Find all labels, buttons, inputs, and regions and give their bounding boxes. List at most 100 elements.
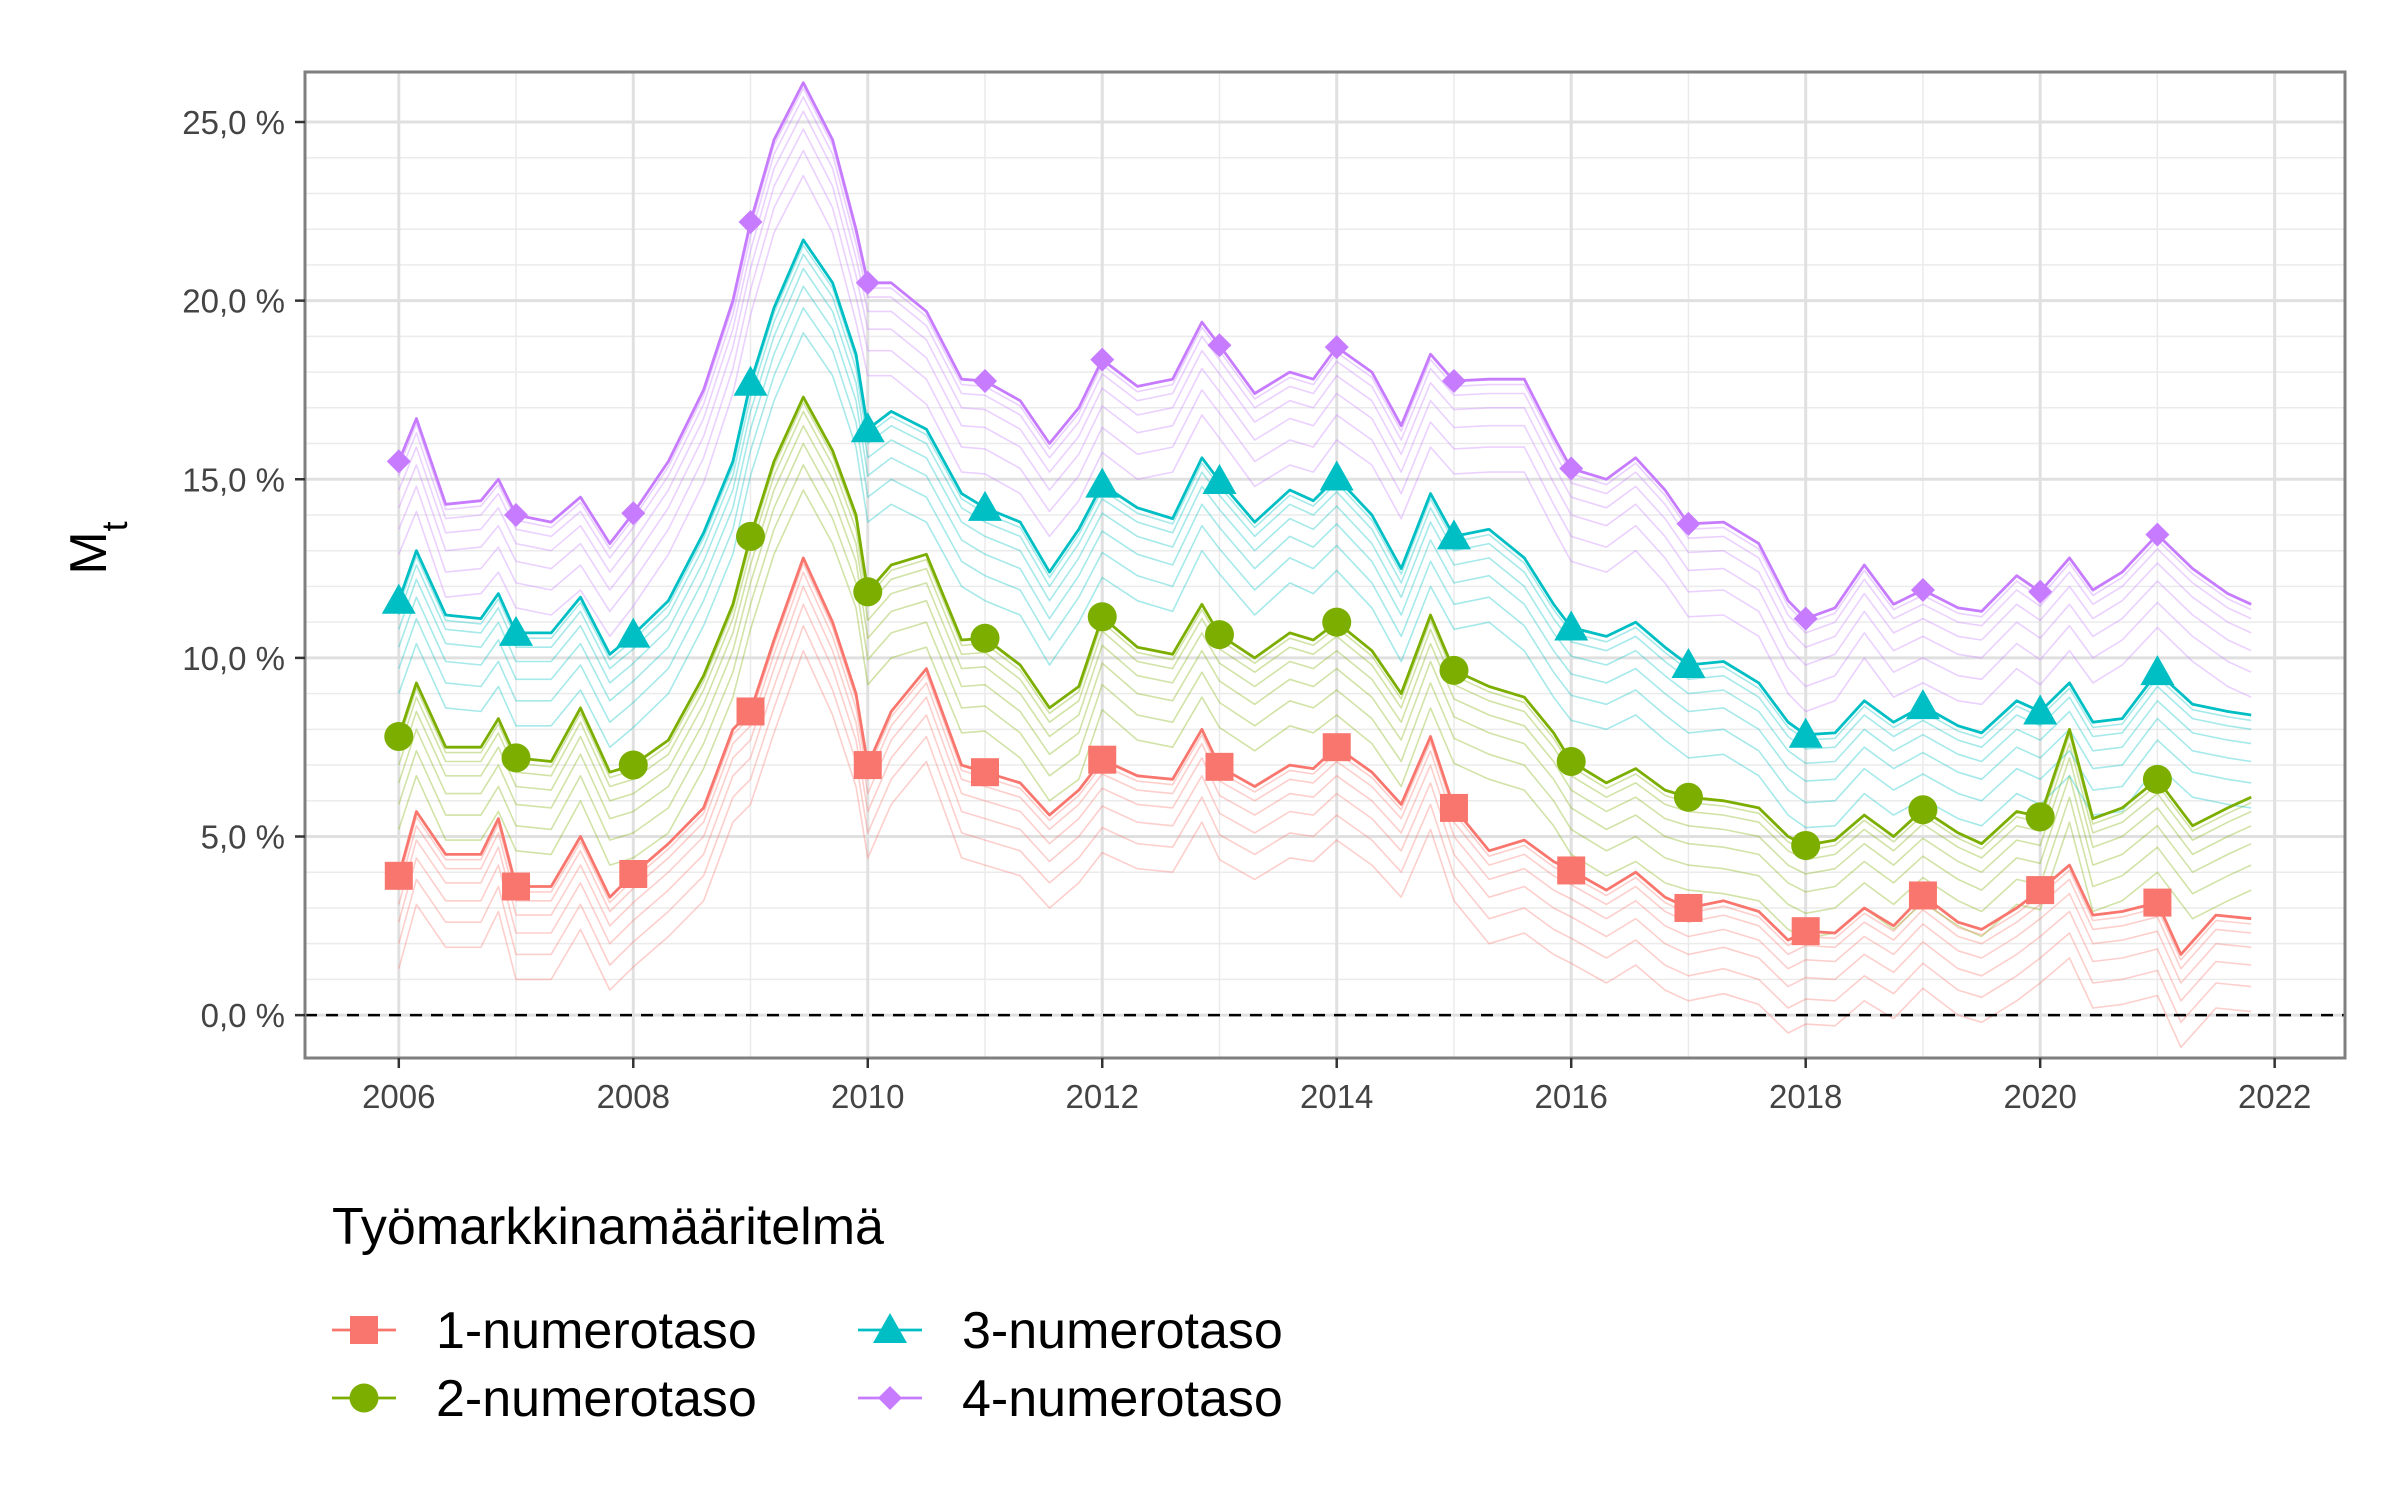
data-point-2-numerotaso — [2025, 802, 2055, 832]
background-line-4-numerotaso — [398, 87, 2252, 625]
legend-title: Työmarkkinamääritelmä — [332, 1198, 884, 1256]
data-point-1-numerotaso — [619, 860, 648, 889]
data-point-1-numerotaso — [502, 872, 531, 901]
data-point-4-numerotaso — [1559, 456, 1584, 481]
data-point-4-numerotaso — [1324, 335, 1349, 360]
data-point-4-numerotaso — [621, 501, 646, 526]
data-point-1-numerotaso — [736, 697, 765, 726]
data-point-4-numerotaso — [1441, 369, 1466, 394]
legend-key-marker-3-numerotaso — [873, 1313, 907, 1343]
legend-label-4-numerotaso: 4-numerotaso — [962, 1370, 1283, 1428]
data-point-3-numerotaso — [1905, 689, 1940, 720]
data-point-2-numerotaso — [1322, 607, 1352, 637]
data-point-3-numerotaso — [1436, 519, 1471, 550]
series-markers — [381, 210, 2175, 946]
panel-border — [303, 70, 2347, 1060]
background-line-3-numerotaso — [398, 285, 2252, 782]
data-point-2-numerotaso — [1673, 782, 1703, 812]
data-point-2-numerotaso — [501, 743, 531, 773]
background-line-3-numerotaso — [398, 267, 2252, 765]
legend-label-3-numerotaso: 3-numerotaso — [962, 1302, 1283, 1360]
data-point-4-numerotaso — [1793, 606, 1818, 631]
y-axis: 0,0 % 5,0 % 10,0 % 15,0 % 20,0 % 25,0 % — [182, 104, 305, 1034]
y-tick-label: 20,0 % — [182, 283, 285, 320]
background-line-4-numerotaso — [398, 128, 2252, 666]
data-point-4-numerotaso — [1910, 578, 1935, 603]
background-line-4-numerotaso — [398, 149, 2252, 688]
data-point-1-numerotaso — [1322, 733, 1351, 762]
data-point-2-numerotaso — [853, 577, 883, 607]
background-line-1-numerotaso — [398, 603, 2252, 1002]
data-point-4-numerotaso — [1090, 347, 1115, 372]
data-point-3-numerotaso — [616, 617, 651, 648]
data-point-3-numerotaso — [968, 490, 1002, 521]
x-tick-label: 2010 — [831, 1078, 904, 1115]
y-tick-label: 10,0 % — [182, 640, 285, 677]
data-point-2-numerotaso — [618, 750, 648, 780]
data-point-2-numerotaso — [1439, 655, 1469, 685]
data-point-3-numerotaso — [733, 365, 768, 396]
x-tick-label: 2006 — [362, 1078, 435, 1115]
data-point-3-numerotaso — [2140, 655, 2175, 686]
background-line-4-numerotaso — [398, 110, 2252, 648]
data-point-3-numerotaso — [381, 583, 416, 614]
data-point-1-numerotaso — [1791, 917, 1820, 946]
data-point-4-numerotaso — [1676, 511, 1701, 536]
legend-key-marker-2-numerotaso — [349, 1383, 379, 1413]
data-point-2-numerotaso — [1556, 746, 1586, 776]
data-point-3-numerotaso — [1085, 467, 1120, 498]
data-point-4-numerotaso — [2028, 579, 2053, 604]
y-tick-label: 25,0 % — [182, 104, 285, 141]
data-point-2-numerotaso — [1204, 620, 1234, 650]
data-point-4-numerotaso — [386, 449, 411, 474]
data-point-1-numerotaso — [1088, 745, 1117, 774]
x-tick-label: 2016 — [1534, 1078, 1607, 1115]
y-axis-title: Mt — [60, 521, 135, 574]
data-point-1-numerotaso — [1908, 881, 1937, 910]
data-point-3-numerotaso — [1319, 460, 1354, 491]
data-point-4-numerotaso — [973, 369, 997, 394]
background-line-1-numerotaso — [398, 585, 2252, 984]
y-tick-label: 5,0 % — [201, 819, 285, 856]
data-point-1-numerotaso — [1205, 752, 1234, 781]
y-tick-label: 15,0 % — [182, 461, 285, 498]
x-tick-label: 2022 — [2238, 1078, 2311, 1115]
background-line-4-numerotaso — [398, 96, 2252, 634]
legend-label-2-numerotaso: 2-numerotaso — [436, 1370, 757, 1428]
data-point-3-numerotaso — [2023, 694, 2058, 725]
data-point-4-numerotaso — [504, 502, 529, 527]
x-tick-label: 2014 — [1300, 1078, 1373, 1115]
data-point-2-numerotaso — [736, 521, 766, 551]
data-point-2-numerotaso — [970, 623, 1000, 653]
data-point-1-numerotaso — [1674, 893, 1703, 922]
background-series-lines — [398, 87, 2252, 1049]
data-point-1-numerotaso — [2026, 876, 2055, 905]
data-point-2-numerotaso — [1087, 602, 1117, 632]
legend-label-1-numerotaso: 1-numerotaso — [436, 1302, 757, 1360]
data-point-3-numerotaso — [850, 412, 885, 443]
data-point-3-numerotaso — [499, 615, 534, 646]
x-tick-label: 2020 — [2003, 1078, 2076, 1115]
data-point-1-numerotaso — [384, 861, 413, 890]
data-point-2-numerotaso — [384, 721, 414, 751]
data-point-2-numerotaso — [2142, 764, 2172, 794]
legend-key-marker-1-numerotaso — [350, 1316, 378, 1344]
data-point-1-numerotaso — [2143, 888, 2172, 917]
data-point-1-numerotaso — [971, 758, 999, 787]
y-axis-title-subscript: t — [94, 521, 135, 531]
data-point-4-numerotaso — [738, 210, 763, 235]
data-point-1-numerotaso — [1557, 856, 1586, 885]
data-point-2-numerotaso — [1791, 830, 1821, 860]
y-tick-label: 0,0 % — [201, 997, 285, 1034]
background-line-2-numerotaso — [398, 410, 2252, 861]
data-point-3-numerotaso — [1788, 717, 1823, 748]
data-point-4-numerotaso — [2145, 522, 2170, 547]
background-line-1-numerotaso — [398, 624, 2252, 1024]
background-line-1-numerotaso — [398, 571, 2252, 970]
x-tick-label: 2012 — [1066, 1078, 1139, 1115]
background-line-1-numerotaso — [398, 649, 2252, 1049]
legend: 1-numerotaso 2-numerotaso 3-numerotaso 4-nu… — [332, 1302, 1283, 1428]
background-line-2-numerotaso — [398, 442, 2252, 893]
background-line-2-numerotaso — [398, 424, 2252, 875]
